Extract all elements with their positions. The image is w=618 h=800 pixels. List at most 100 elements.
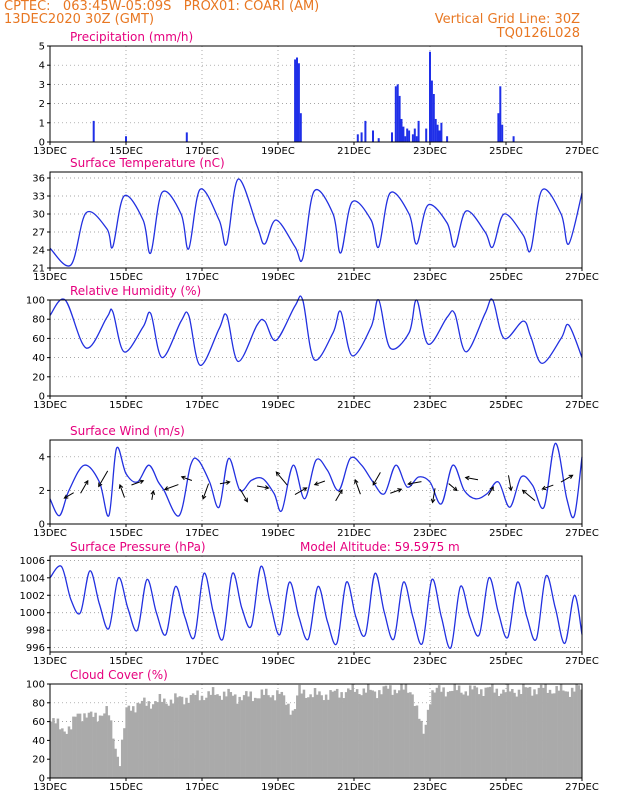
cloud-bar — [338, 697, 341, 778]
cloud-bar — [118, 766, 122, 778]
cloud-bar — [347, 688, 350, 778]
cloud-bar — [513, 692, 516, 778]
cloud-bar — [537, 687, 541, 778]
header-line-2-left: 13DEC2020 30Z (GMT) — [4, 12, 155, 27]
cloud-bar — [488, 686, 492, 778]
cloud-bar — [238, 696, 241, 778]
cloud-bar — [437, 685, 441, 778]
cloud-bar — [517, 689, 521, 778]
x-tick-label: 17DEC — [185, 528, 219, 539]
precip-bar — [391, 132, 393, 142]
cloud-bar — [280, 691, 284, 778]
precip-bar — [499, 86, 502, 142]
cloud-bar — [81, 721, 84, 778]
x-tick-label: 19DEC — [261, 782, 295, 793]
wind-arrow — [448, 483, 458, 491]
wind-arrow — [487, 486, 494, 496]
panel-title: Relative Humidity (%) — [70, 284, 201, 298]
panel-frame — [49, 45, 583, 143]
cloud-bar — [453, 684, 456, 778]
cloud-bar — [89, 711, 93, 778]
cloud-bar — [542, 687, 545, 778]
cloud-bar — [526, 687, 530, 778]
wind-arrow-head — [489, 486, 494, 491]
cloud-bar — [386, 688, 390, 778]
cloud-bar — [570, 687, 574, 778]
cloud-bar — [276, 690, 279, 778]
cloud-bar — [406, 692, 410, 778]
cloud-bar — [242, 695, 246, 778]
cloud-bar — [167, 705, 170, 778]
y-tick-label: 100 — [26, 680, 45, 691]
wind-arrow — [119, 484, 125, 498]
y-tick-label: 20 — [32, 372, 45, 383]
cloud-bar — [307, 697, 310, 778]
cloud-bar — [351, 684, 354, 778]
cloud-bar — [511, 689, 514, 778]
cloud-bar — [362, 688, 366, 778]
cloud-bar — [473, 685, 476, 778]
precip-bar — [364, 120, 367, 142]
cloud-bar — [300, 693, 303, 778]
cloud-bar — [54, 723, 57, 778]
cloud-bar — [289, 714, 292, 778]
cloud-bar — [340, 692, 343, 778]
precip-bar — [497, 113, 500, 142]
cloud-bar — [245, 691, 248, 778]
wind-arrow — [560, 474, 573, 483]
cloud-bar — [96, 721, 100, 778]
cloud-bar — [202, 700, 206, 778]
wind-arrow-head — [118, 483, 124, 489]
cloud-bar — [562, 690, 565, 778]
cloud-bar — [358, 694, 361, 778]
wind-arrow — [465, 477, 479, 481]
cloud-bar — [395, 693, 399, 778]
cloud-bar — [564, 691, 567, 778]
precip-bar — [299, 113, 302, 142]
cloud-bar — [349, 689, 352, 778]
cloud-bar — [296, 695, 299, 778]
panel-frame — [49, 171, 583, 269]
precip-bar — [512, 136, 515, 142]
cloud-bar — [209, 694, 213, 778]
series-line — [49, 565, 583, 649]
x-tick-label: 25DEC — [489, 528, 523, 539]
x-tick-label: 13DEC — [33, 272, 67, 283]
cloud-bar — [506, 684, 510, 778]
wind-arrow-head — [84, 479, 89, 485]
wind-arrow-head — [313, 481, 319, 486]
cloud-bar — [462, 694, 465, 778]
cloud-bar — [429, 704, 432, 778]
wind-arrow — [432, 488, 436, 503]
y-tick-label: 20 — [32, 755, 45, 766]
cloud-bar — [546, 692, 550, 778]
cloud-bar — [393, 689, 397, 778]
panel-frame — [49, 299, 583, 397]
cloud-bar — [251, 701, 255, 778]
cloud-bar — [522, 684, 525, 778]
cloud-bar — [112, 738, 115, 778]
cloud-bar — [293, 709, 297, 778]
cloud-bar — [196, 690, 199, 778]
y-tick-label: 0 — [39, 774, 45, 785]
precip-bar — [501, 124, 504, 142]
cloud-bar — [227, 688, 230, 778]
wind-arrow — [256, 485, 269, 489]
wind-arrow-head — [163, 486, 169, 491]
x-tick-label: 15DEC — [109, 782, 143, 793]
cloud-bar — [74, 716, 77, 778]
x-tick-label: 25DEC — [489, 400, 523, 411]
x-tick-label: 23DEC — [413, 272, 447, 283]
wind-arrow — [219, 481, 230, 485]
wind-arrow-head — [430, 498, 436, 504]
precip-bar — [92, 120, 95, 142]
cloud-bar — [553, 693, 556, 778]
cloud-bar — [515, 696, 519, 778]
cloud-bar — [468, 685, 472, 778]
cloud-bar — [262, 694, 266, 778]
cloud-bar — [555, 686, 558, 778]
x-tick-label: 19DEC — [261, 528, 295, 539]
x-tick-label: 15DEC — [109, 528, 143, 539]
x-tick-label: 15DEC — [109, 400, 143, 411]
x-tick-label: 13DEC — [33, 146, 67, 157]
